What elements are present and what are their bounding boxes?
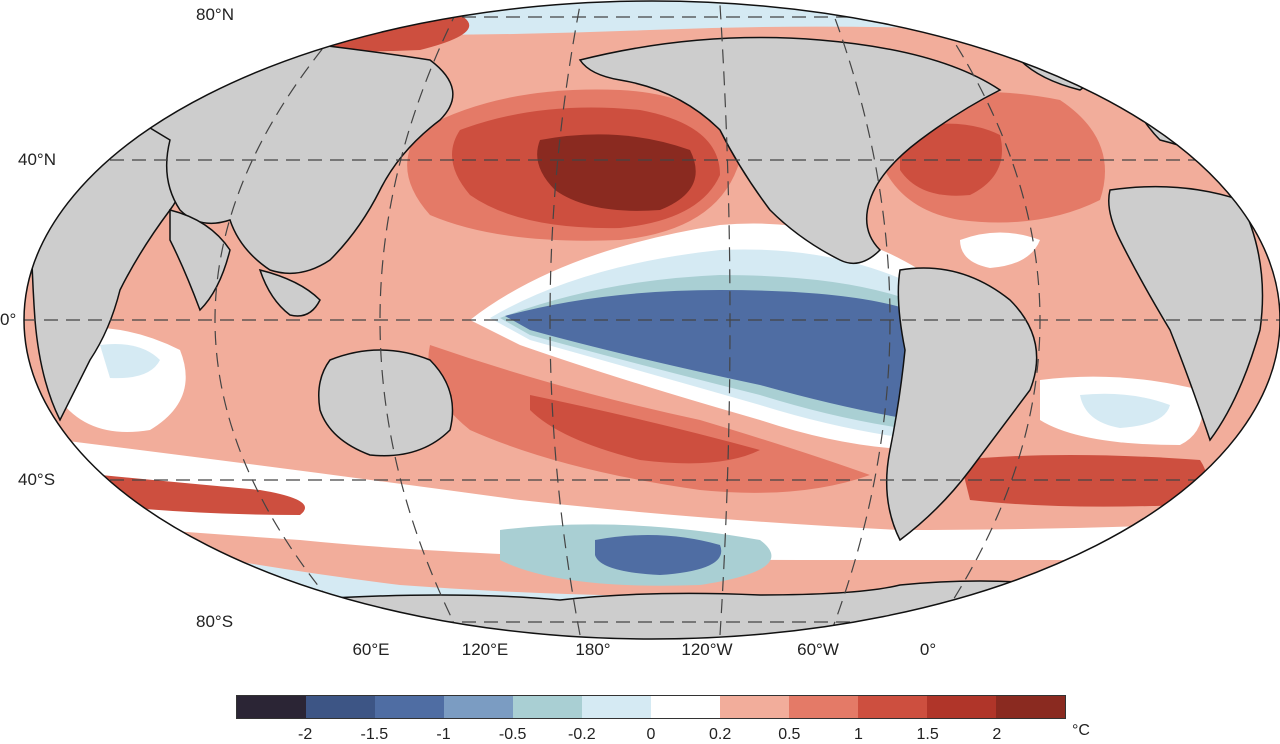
- colorbar-tick-label: -0.2: [568, 726, 596, 743]
- colorbar-tick-label: 0: [646, 726, 656, 743]
- colorbar-segment: [720, 696, 789, 718]
- south-atlantic-warm: [960, 455, 1207, 507]
- colorbar-segment: [789, 696, 858, 718]
- colorbar-tick-label: -0.5: [498, 726, 527, 743]
- colorbar-segment: [927, 696, 996, 718]
- southern-white-band: [40, 440, 1280, 560]
- colorbar-tick-label: -1.5: [360, 726, 389, 743]
- pacific-blue-core: [505, 290, 915, 420]
- colorbar: [236, 695, 1066, 719]
- south-pacific-warmer: [530, 395, 760, 464]
- colorbar-tick-label: 0.2: [709, 726, 732, 743]
- lat-label-80s: 80°S: [196, 612, 234, 631]
- southern-pacific-blue: [595, 535, 722, 575]
- lon-line-180: [549, 4, 581, 636]
- lon-line-60w: [829, 4, 891, 636]
- colorbar-segment: [513, 696, 582, 718]
- colorbar-tick-label: -2: [298, 726, 313, 743]
- lat-label-80n: 80°N: [196, 5, 234, 24]
- lon-line-120w: [719, 4, 731, 636]
- colorbar-tick-label: 1.5: [916, 726, 939, 743]
- south-atlantic-cool: [1080, 393, 1170, 428]
- colorbar-segment: [996, 696, 1065, 718]
- colorbar-unit: °C: [1072, 722, 1090, 739]
- southeast-asia: [258, 268, 321, 317]
- colorbar-segment: [375, 696, 444, 718]
- lon-label-0: 0°: [919, 640, 937, 659]
- lat-label-40s: 40°S: [18, 470, 56, 489]
- india: [169, 209, 231, 312]
- south-america: [885, 267, 1038, 542]
- lon-label-180: 180°: [575, 640, 611, 659]
- south-pacific-warm: [428, 345, 870, 493]
- colorbar-segment: [651, 696, 720, 718]
- lon-label-120w: 120°W: [681, 640, 733, 659]
- lat-label-40n: 40°N: [18, 150, 56, 169]
- colorbar-segment: [444, 696, 513, 718]
- colorbar-segment: [237, 696, 306, 718]
- north-america: [578, 36, 1002, 265]
- lon-label-120e: 120°E: [461, 640, 509, 659]
- lat-label-0: 0°: [0, 310, 17, 329]
- lon-label-60w: 60°W: [797, 640, 839, 659]
- globe-outline: [23, 0, 1280, 640]
- lon-line-120e: [379, 4, 461, 636]
- lon-line-60e: [214, 4, 361, 636]
- north-pacific-hot: [537, 134, 696, 211]
- colorbar-segment: [582, 696, 651, 718]
- indian-cool-patch: [100, 344, 160, 379]
- colorbar-tick-label: 2: [992, 726, 1002, 743]
- colorbar-segment: [858, 696, 927, 718]
- lon-label-60e: 60°E: [352, 640, 390, 659]
- colorbar-tick-label: 0.5: [778, 726, 801, 743]
- lon-line-0: [929, 4, 1041, 636]
- colorbar-tick-label: -1: [436, 726, 451, 743]
- colorbar-segment: [306, 696, 375, 718]
- atlantic-white-patch: [960, 232, 1040, 268]
- colorbar-tick-label: 1: [854, 726, 863, 743]
